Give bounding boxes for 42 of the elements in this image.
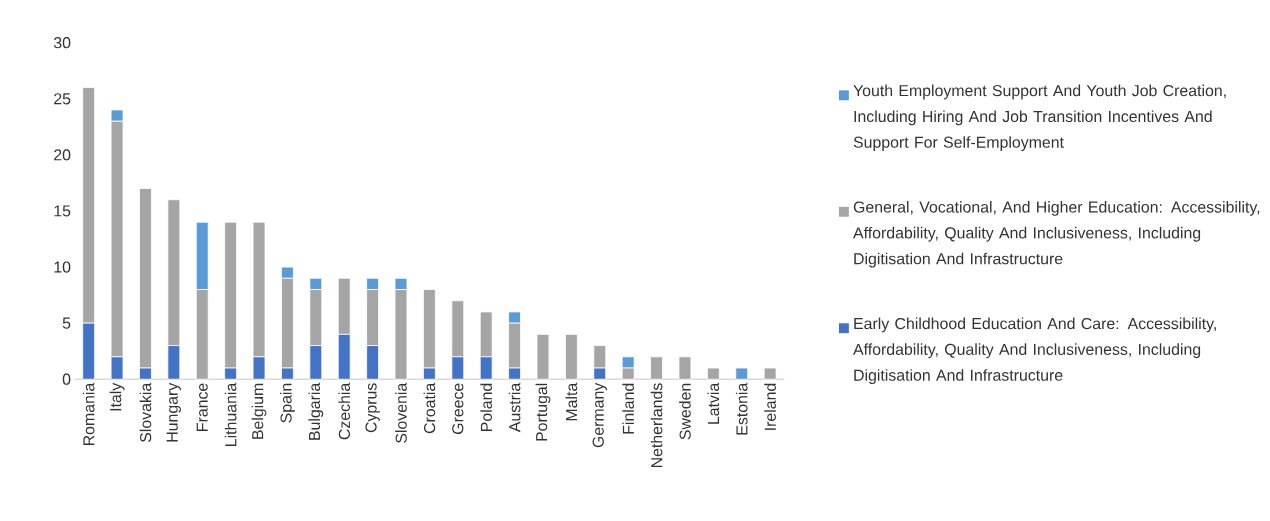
x-tick-label: Austria [508,382,521,433]
x-tick-label: Slovenia [395,382,407,443]
x-tick-label: Hungary [166,382,181,442]
x-tick-label: Romania [82,382,95,445]
x-tick-label: Latvia [707,382,720,424]
x-tick-label: Malta [565,382,578,421]
x-tick-label: Poland [480,383,493,431]
y-tick-label: 0 [62,373,71,385]
x-tick-label: Netherlands [650,383,663,467]
bar [536,333,550,380]
legend-label: Youth Employment Support And Youth Job Creation, Including Hiring And Job Transition Incentives And Support For Self-Employment [853,84,1226,151]
x-tick-label: Portugal [535,383,551,441]
legend-label: General, Vocational, And Higher Education: Accessibility, Affordability, Quality And Inclusiveness, Including Digitisation And Infrastructure [853,200,1260,268]
y-tick-label: 25 [54,93,71,105]
y-tick-label: 10 [54,261,71,273]
bar [565,333,578,380]
y-tick-label: 5 [62,317,71,329]
x-tick-label: Germany [592,382,607,448]
y-tick-label: 30 [53,36,71,49]
x-tick-label: France [196,383,208,431]
x-tick-label: Cyprus [365,383,380,433]
bar [735,367,749,380]
x-tick-label: Belgium [251,383,267,439]
x-tick-label: Ireland [764,383,776,430]
x-tick-label: Czechia [338,382,351,440]
x-tick-label: Slovakia [139,382,152,442]
x-tick-label: Estonia [735,382,748,435]
bar [678,356,692,380]
legend-label: Early Childhood Education And Care: Accessibility, Affordability, Quality And Inclusiveness, Including Digitisation And Infrastructure [853,317,1216,384]
x-tick-label: Greece [452,383,464,434]
bar [763,367,777,380]
x-tick-label: Italy [109,382,125,411]
bar [706,367,720,380]
x-tick-label: Spain [280,383,295,423]
x-tick-label: Croatia [423,382,436,434]
x-tick-label: Bulgaria [308,382,324,440]
x-tick-label: Lithuania [224,382,237,446]
x-tick-label: Finland [622,383,634,434]
x-tick-label: Sweden [679,383,691,440]
bar [650,356,663,380]
y-tick-label: 20 [54,149,71,161]
y-tick-label: 15 [54,205,71,217]
